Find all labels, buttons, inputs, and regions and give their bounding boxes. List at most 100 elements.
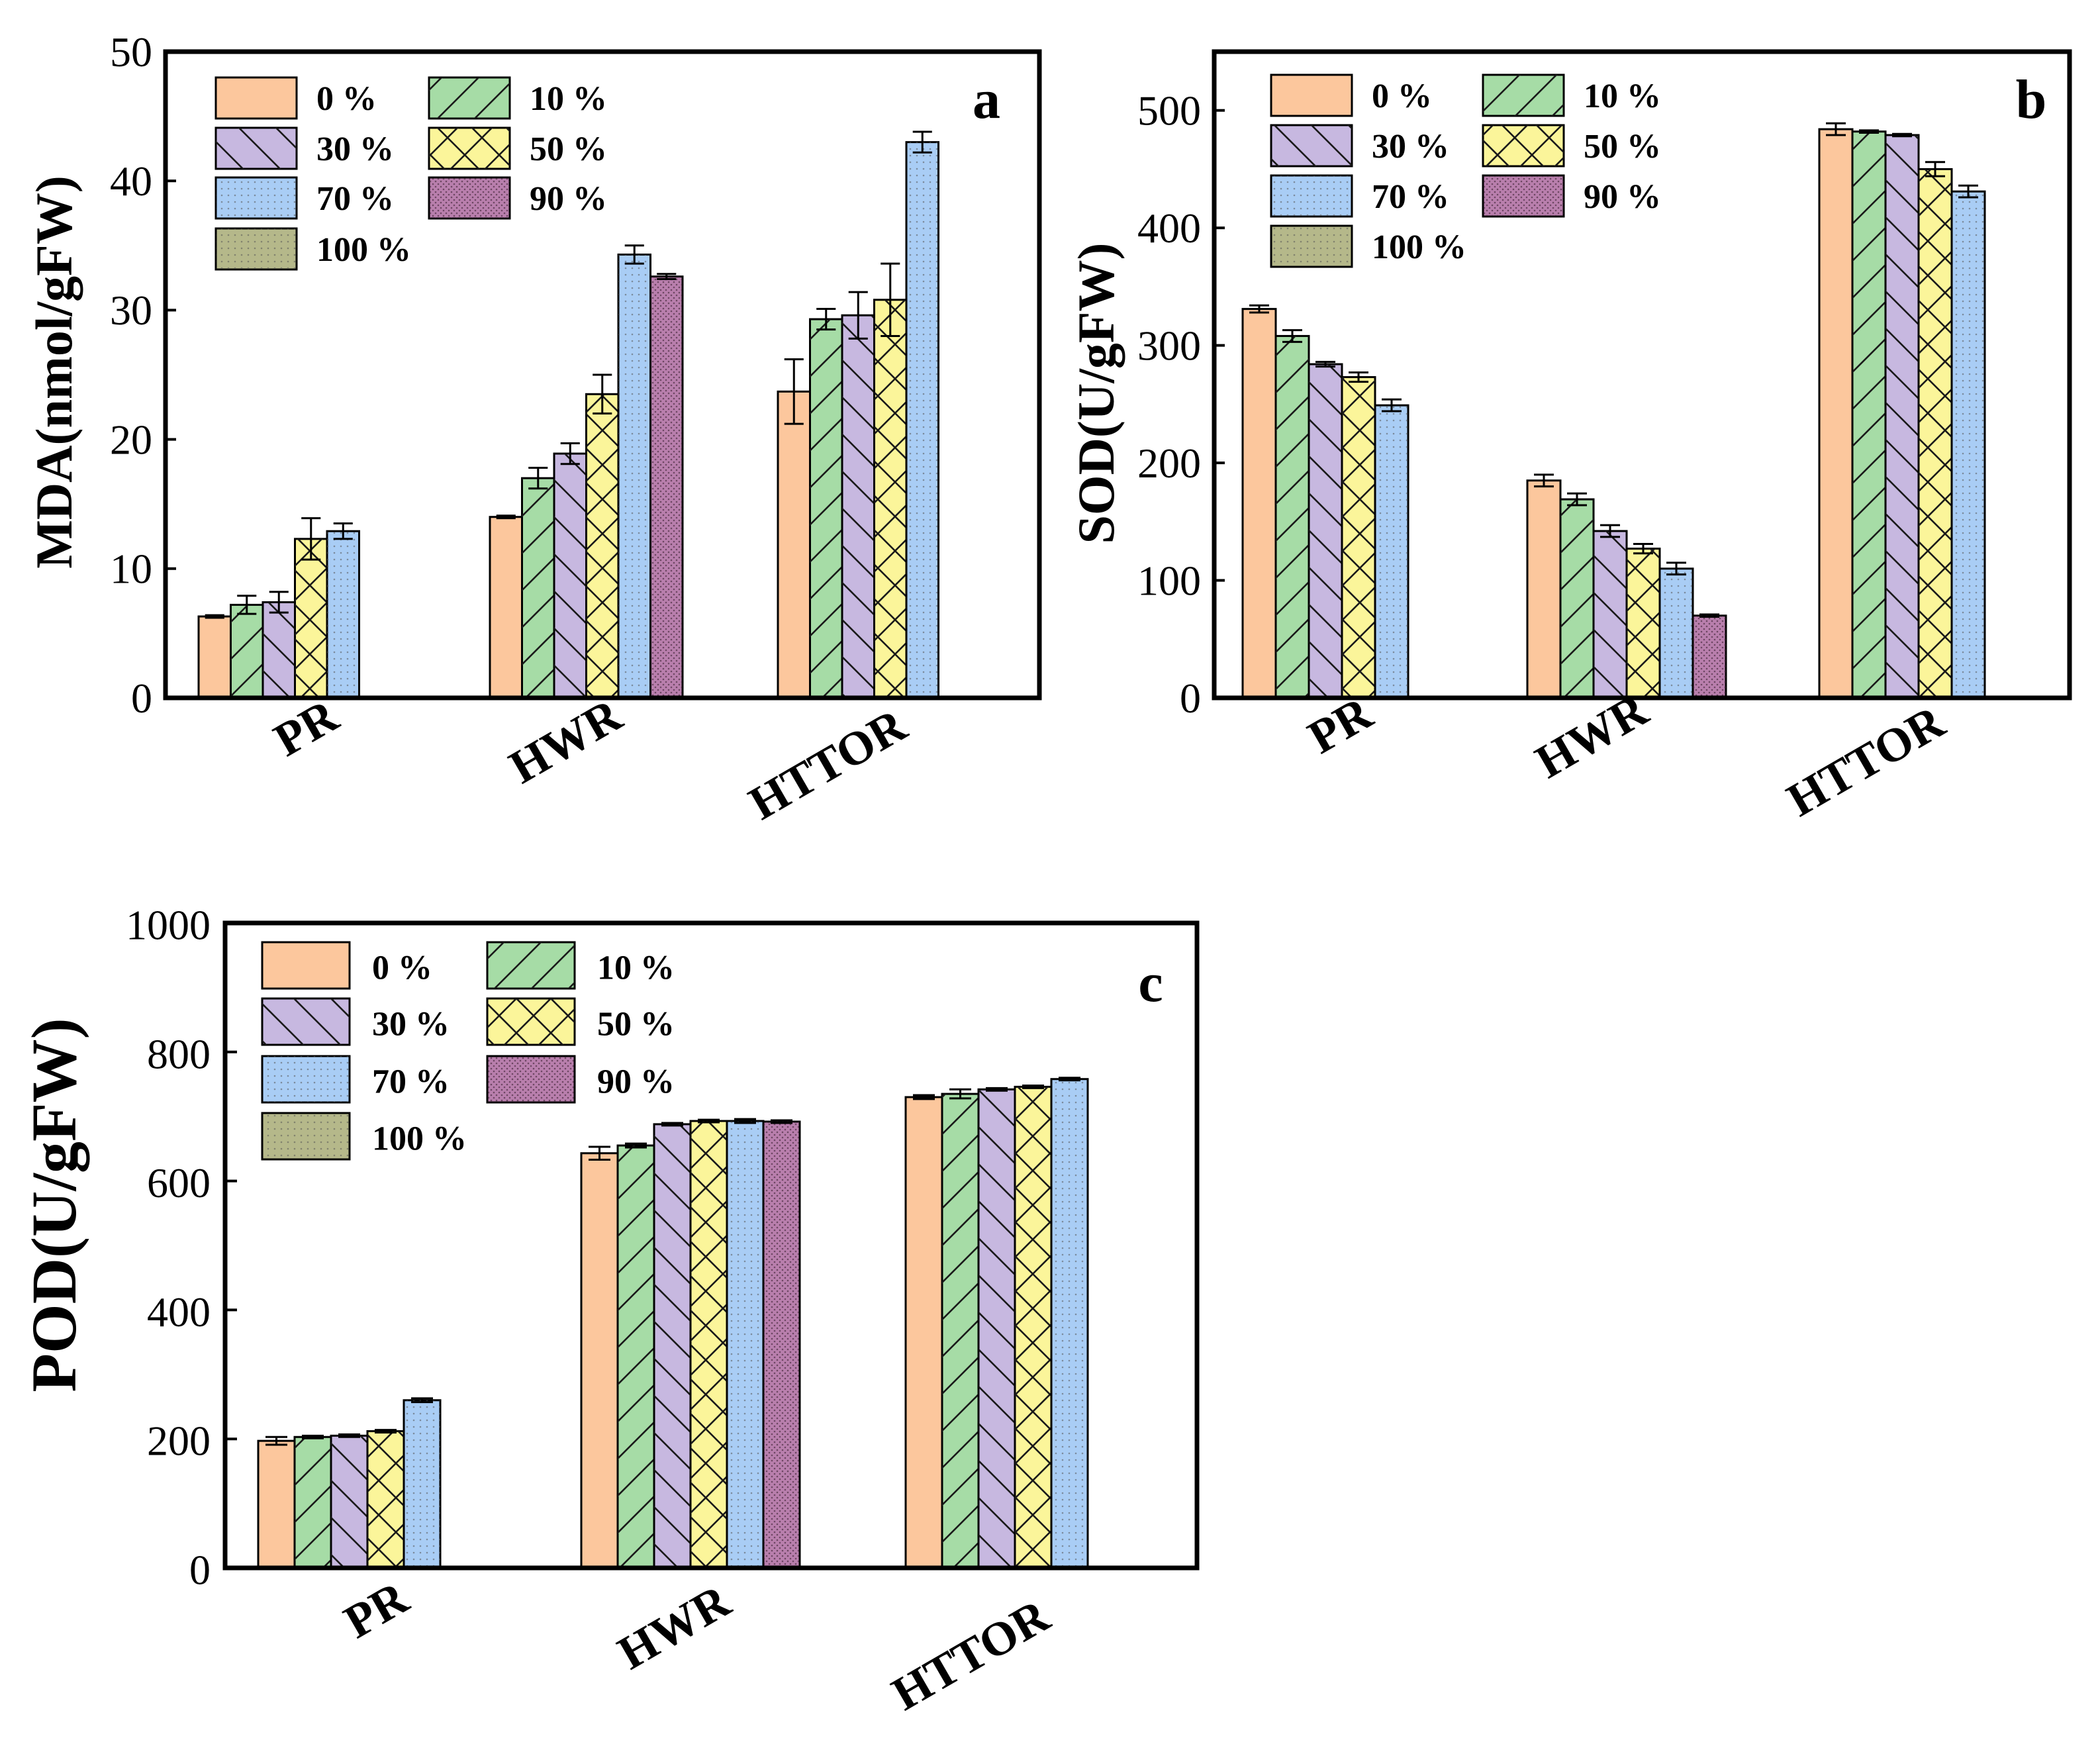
bar-pattern: [586, 394, 618, 698]
bar-pattern: [1375, 405, 1408, 698]
bar-pattern: [1919, 169, 1952, 699]
category-label: HWR: [609, 1574, 740, 1680]
y-tick-label: 40: [110, 158, 152, 205]
y-tick-label: 1000: [126, 901, 211, 948]
y-axis-label: MDA(nmol/gFW): [25, 175, 83, 569]
legend-swatch-pattern: [216, 228, 297, 269]
bar-series: [1241, 122, 1986, 699]
bar-pattern: [554, 454, 587, 698]
legend-label: 10 %: [530, 80, 607, 118]
legend-label: 50 %: [530, 130, 607, 168]
legend-label: 30 %: [372, 1005, 450, 1043]
legend-swatch-pattern: [487, 998, 575, 1045]
bar-pattern: [654, 1124, 691, 1568]
legend: 0 % 10 % 30 % 50 % 70 % 90 % 100 %: [261, 941, 675, 1161]
bar-pattern: [1342, 377, 1375, 698]
plot-frame: [1212, 49, 2072, 701]
bar-pattern: [331, 1435, 367, 1568]
bar-pattern: [763, 1121, 800, 1568]
y-tick-label: 0: [131, 675, 152, 722]
bar-pattern: [978, 1089, 1015, 1568]
bar-pattern: [327, 531, 359, 698]
legend-label: 100 %: [1372, 228, 1466, 266]
bar-pattern: [1276, 336, 1309, 698]
bar-series: [257, 1077, 1089, 1569]
bar-pattern: [1560, 499, 1594, 698]
y-tick-label: 400: [1137, 205, 1201, 252]
y-tick-label: 0: [189, 1546, 211, 1593]
legend-label: 50 %: [597, 1005, 675, 1043]
bar-series: [197, 130, 939, 699]
bar: [1241, 308, 1277, 699]
legend-swatch-pattern: [262, 998, 350, 1045]
bar: [197, 615, 232, 699]
category-label: HTTOR: [883, 1588, 1059, 1720]
y-tick-label: 500: [1137, 87, 1201, 134]
y-axis-label: POD(U/gFW): [19, 1018, 89, 1392]
y-tick-label: 50: [110, 28, 152, 75]
legend-label: 90 %: [1584, 178, 1661, 216]
bar: [777, 390, 811, 699]
legend: 0 % 10 % 30 % 50 % 70 % 90 % 100 %: [215, 76, 607, 271]
legend: 0 % 10 % 30 % 50 % 70 % 90 % 100 %: [1270, 73, 1661, 268]
chart-panel-b: SOD(U/gFW) 0 100 200 300 400 500 PR HWR HTTOR…: [1067, 49, 2072, 827]
legend-swatch-pattern: [487, 942, 575, 989]
bar-pattern: [522, 478, 554, 698]
panel-label: a: [973, 69, 1000, 130]
bar-pattern: [810, 319, 842, 699]
legend-label: 0 %: [316, 80, 377, 118]
legend-swatch-pattern: [1271, 226, 1352, 267]
category-label: HWR: [501, 688, 631, 794]
bar-pattern: [1885, 134, 1919, 698]
legend-label: 100 %: [372, 1120, 467, 1157]
plot-frame: [163, 49, 1042, 701]
panel-label: c: [1138, 952, 1163, 1014]
y-tick-label: 10: [110, 546, 152, 593]
bar-pattern: [1627, 548, 1660, 698]
bar-pattern: [295, 538, 327, 698]
category-label: HTTOR: [1778, 695, 1954, 826]
legend-label: 90 %: [530, 180, 607, 218]
legend-swatch-pattern: [216, 128, 297, 169]
plot-frame: [222, 920, 1200, 1571]
chart-panel-a: MDA(nmol/gFW) 0 10 20 30 40 50 PR HWR HTTOR 0…: [25, 28, 1042, 830]
x-axis-categories: PR HWR HTTOR: [1299, 683, 1953, 826]
legend-label: 100 %: [316, 231, 411, 269]
legend-swatch: [215, 76, 298, 120]
y-tick-label: 200: [1137, 440, 1201, 487]
bar-pattern: [842, 315, 875, 698]
legend-label: 70 %: [372, 1063, 450, 1100]
legend-swatch-pattern: [429, 77, 510, 119]
y-tick-label: 400: [147, 1288, 211, 1335]
legend-swatch-pattern: [429, 128, 510, 169]
bar-pattern: [1051, 1079, 1088, 1568]
legend-label: 10 %: [597, 949, 675, 987]
bar-pattern: [263, 602, 295, 698]
legend-swatch: [261, 941, 351, 990]
legend-swatch-pattern: [1271, 125, 1352, 166]
bar-pattern: [650, 276, 683, 698]
legend-label: 90 %: [597, 1063, 675, 1100]
panel-label: b: [2016, 69, 2047, 130]
bar-pattern: [727, 1121, 763, 1568]
bar: [1818, 128, 1854, 699]
bar-pattern: [1693, 615, 1726, 698]
category-label: PR: [265, 689, 347, 767]
y-tick-label: 600: [147, 1159, 211, 1206]
legend-swatch: [1270, 73, 1353, 117]
y-tick-label: 800: [147, 1030, 211, 1077]
y-tick-label: 30: [110, 287, 152, 334]
legend-swatch-pattern: [487, 1056, 575, 1102]
legend-label: 0 %: [372, 949, 432, 987]
x-axis-categories: PR HWR HTTOR: [335, 1571, 1058, 1720]
bar-pattern: [691, 1121, 727, 1568]
y-tick-label: 20: [110, 416, 152, 463]
category-label: HTTOR: [740, 698, 916, 830]
legend-label: 30 %: [316, 130, 394, 168]
bar-pattern: [1660, 568, 1693, 698]
bar: [580, 1152, 619, 1569]
y-axis-ticks: 0 100 200 300 400 500: [1137, 87, 1903, 722]
legend-label: 10 %: [1584, 77, 1661, 115]
bar: [257, 1439, 296, 1569]
